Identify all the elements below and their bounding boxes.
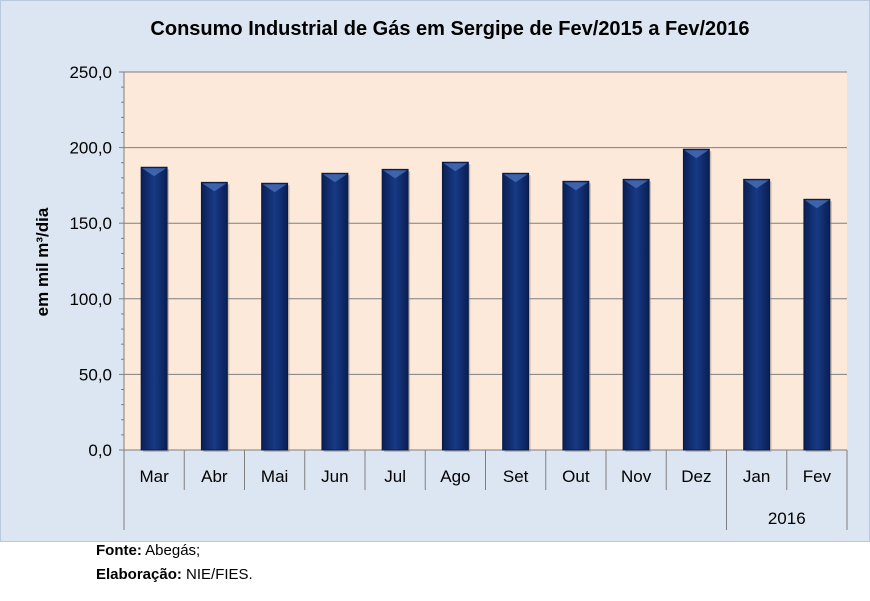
x-tick-label: Jun xyxy=(321,467,348,486)
y-tick-label: 150,0 xyxy=(69,214,112,233)
bar-highlight xyxy=(322,174,347,183)
y-tick-label: 100,0 xyxy=(69,290,112,309)
y-axis-label: em mil m³/dia xyxy=(33,207,52,316)
elaboration-label: Elaboração: xyxy=(96,566,182,583)
x-tick-label: Fev xyxy=(803,467,832,486)
x-tick-label: Nov xyxy=(621,467,652,486)
bar xyxy=(682,148,710,451)
bar xyxy=(502,172,530,451)
bar-highlight xyxy=(744,180,769,189)
x-tick-label: Mai xyxy=(261,467,288,486)
x-tick-label: Jan xyxy=(743,467,770,486)
y-tick-label: 200,0 xyxy=(69,139,112,158)
x-tick-label: Set xyxy=(503,467,529,486)
elaboration-value: NIE/FIES. xyxy=(181,566,253,583)
chart-title: Consumo Industrial de Gás em Sergipe de … xyxy=(150,18,750,40)
bar xyxy=(140,166,168,451)
bar-highlight xyxy=(684,150,709,159)
bar-highlight xyxy=(142,168,167,177)
source-line: Fonte: Abegás; xyxy=(96,542,200,559)
bar xyxy=(803,198,831,451)
bar xyxy=(261,182,289,451)
source-label: Fonte: xyxy=(96,542,142,559)
bar xyxy=(622,178,650,451)
bar-highlight xyxy=(202,183,227,192)
x-tick-label: Out xyxy=(562,467,590,486)
plot-area xyxy=(124,72,847,450)
x-tick-label: Dez xyxy=(681,467,711,486)
bar-highlight xyxy=(624,180,649,189)
source-value: Abegás; xyxy=(141,542,201,559)
bar xyxy=(381,168,409,451)
bar-highlight xyxy=(383,170,408,179)
bar xyxy=(562,180,590,451)
bar-highlight xyxy=(563,182,588,191)
bar-highlight xyxy=(262,184,287,193)
bar xyxy=(441,161,469,451)
year-group-label: 2016 xyxy=(768,509,806,528)
bar-highlight xyxy=(804,200,829,209)
x-tick-label: Jul xyxy=(384,467,406,486)
bar xyxy=(200,181,228,451)
bar xyxy=(321,172,349,451)
y-tick-label: 50,0 xyxy=(79,365,112,384)
y-tick-label: 0,0 xyxy=(88,441,112,460)
y-tick-label: 250,0 xyxy=(69,63,112,82)
bar xyxy=(743,178,771,451)
elaboration-line: Elaboração: NIE/FIES. xyxy=(96,566,253,583)
x-tick-label: Ago xyxy=(440,467,470,486)
bar-highlight xyxy=(443,163,468,172)
bar-highlight xyxy=(503,174,528,183)
x-tick-label: Abr xyxy=(201,467,228,486)
x-tick-label: Mar xyxy=(139,467,169,486)
